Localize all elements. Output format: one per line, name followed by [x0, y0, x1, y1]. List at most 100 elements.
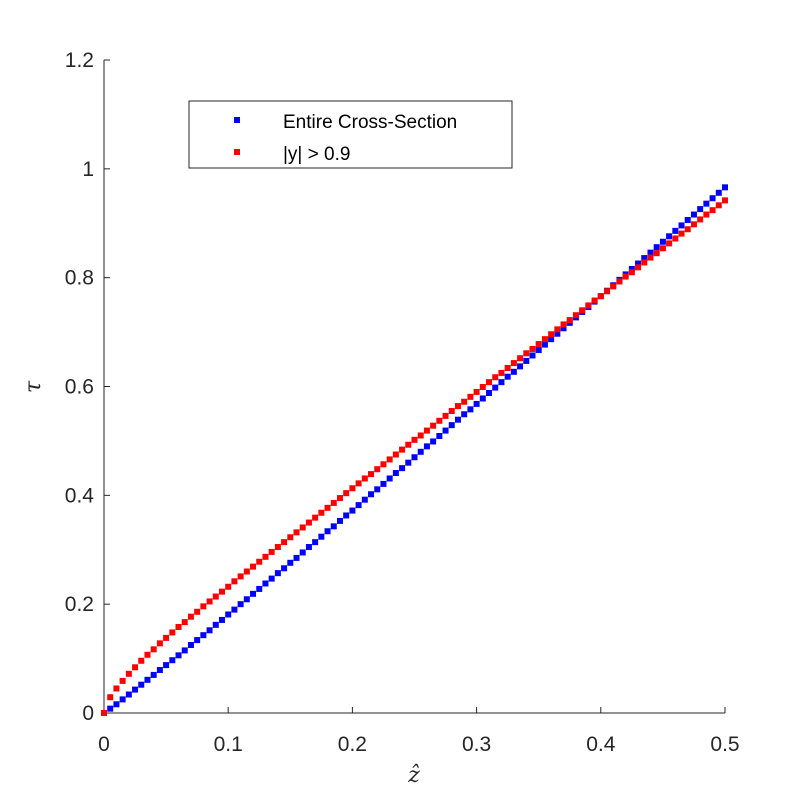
data-point — [653, 250, 660, 257]
data-point — [529, 345, 536, 352]
data-point — [305, 544, 312, 551]
data-point — [368, 471, 375, 478]
data-point — [138, 657, 145, 664]
data-point — [368, 491, 375, 498]
data-point — [250, 563, 257, 570]
data-point — [225, 583, 232, 590]
data-point — [554, 326, 561, 333]
data-point — [715, 189, 722, 196]
data-point — [405, 441, 412, 448]
data-point — [237, 601, 244, 608]
data-point — [529, 352, 536, 359]
data-point — [132, 686, 139, 693]
data-point — [641, 259, 648, 266]
data-point — [181, 619, 188, 626]
data-point — [355, 480, 362, 487]
data-point — [517, 355, 524, 362]
data-point — [243, 596, 250, 603]
data-point — [187, 613, 194, 620]
data-point — [672, 235, 679, 242]
legend-marker-entire-cross-section — [234, 117, 240, 123]
data-point — [405, 459, 412, 466]
data-point — [200, 632, 207, 639]
data-point — [343, 512, 350, 519]
data-point — [336, 517, 343, 524]
data-point — [206, 598, 213, 605]
legend-label-entire-cross-section: Entire Cross-Section — [283, 112, 457, 133]
data-point — [591, 297, 598, 304]
data-point — [703, 200, 710, 207]
data-point — [374, 486, 381, 493]
data-point — [454, 403, 461, 410]
data-point — [256, 558, 263, 565]
data-point — [243, 568, 250, 575]
data-point — [566, 317, 573, 324]
data-point — [163, 634, 170, 641]
data-point — [330, 499, 337, 506]
data-point — [442, 412, 449, 419]
y-tick-label: 1 — [82, 158, 94, 181]
data-point — [486, 379, 493, 386]
data-point — [442, 427, 449, 434]
data-point — [132, 664, 139, 671]
data-point — [262, 580, 269, 587]
y-tick-label: 0.6 — [65, 376, 94, 399]
data-point — [653, 244, 660, 251]
y-tick-label: 0.2 — [65, 593, 94, 616]
data-point — [293, 529, 300, 536]
data-point — [361, 475, 368, 482]
data-point — [523, 357, 530, 364]
data-point — [318, 533, 325, 540]
data-point — [318, 509, 325, 516]
data-point — [281, 565, 288, 572]
data-point — [386, 456, 393, 463]
data-point — [113, 685, 120, 692]
x-tick-label: 0.1 — [214, 733, 243, 756]
data-point — [287, 559, 294, 566]
data-point — [722, 184, 728, 191]
x-tick-label: 0.4 — [586, 733, 616, 756]
data-point — [274, 544, 281, 551]
data-point — [461, 411, 468, 418]
data-point — [510, 368, 517, 375]
data-point — [374, 466, 381, 473]
data-point — [138, 681, 145, 688]
data-point — [312, 514, 319, 521]
data-point — [628, 265, 635, 272]
data-point — [604, 288, 611, 295]
data-point — [299, 549, 306, 556]
legend: Entire Cross-Section |y| > 0.9 — [188, 100, 513, 169]
data-point — [343, 490, 350, 497]
data-point — [262, 553, 269, 560]
data-point — [206, 627, 213, 634]
data-point — [479, 395, 486, 402]
data-point — [299, 524, 306, 531]
data-point — [504, 373, 511, 380]
data-point — [709, 195, 716, 202]
data-point — [125, 691, 132, 698]
data-point — [336, 495, 343, 502]
data-point — [610, 283, 617, 290]
data-point — [448, 407, 455, 414]
data-point — [312, 539, 319, 546]
data-series — [101, 184, 728, 716]
data-point — [622, 273, 629, 280]
data-point — [237, 573, 244, 580]
data-point — [498, 369, 505, 376]
data-point — [666, 240, 673, 247]
data-point — [324, 528, 331, 535]
data-point — [268, 548, 275, 555]
data-point — [156, 640, 163, 647]
data-point — [666, 233, 673, 240]
data-point — [274, 570, 281, 577]
legend-marker-y-gt-0-9 — [234, 149, 240, 155]
data-point — [672, 227, 679, 234]
x-tick-label: 0 — [98, 733, 110, 756]
legend-box — [188, 100, 513, 169]
data-point — [467, 406, 474, 413]
data-point — [554, 330, 561, 337]
data-point — [380, 461, 387, 468]
data-point — [597, 293, 604, 300]
data-point — [305, 519, 312, 526]
